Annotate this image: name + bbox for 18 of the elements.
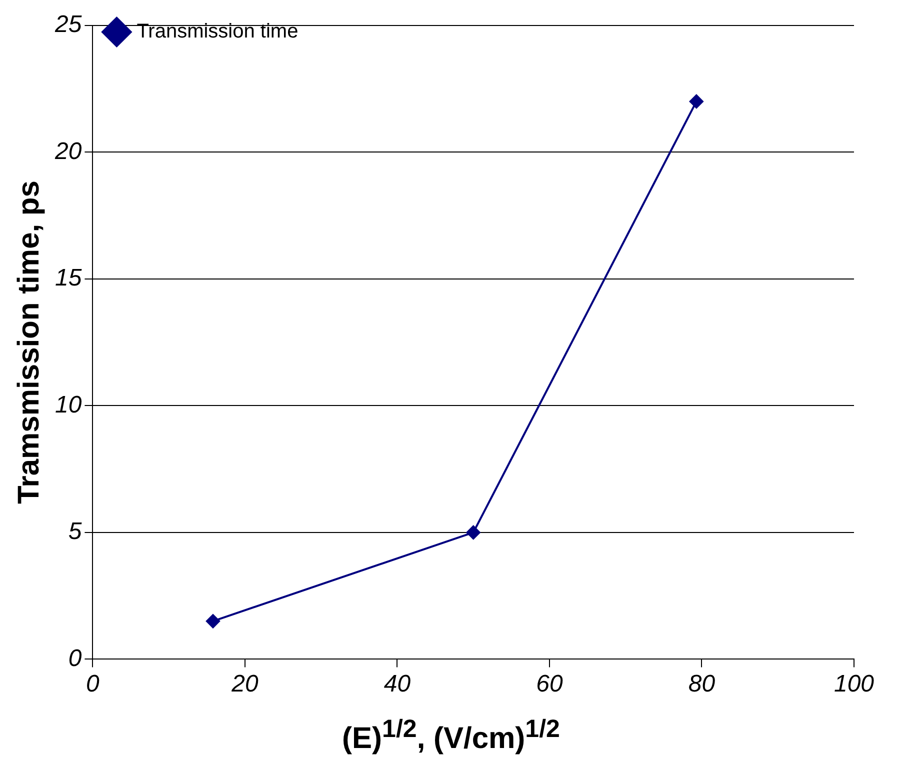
y-tick-label: 15: [54, 264, 82, 292]
x-axis-title: (E)$^{1/2}$, (V/cm)$^{1/2}$: [341, 715, 561, 756]
x-tick-label: 40: [384, 670, 412, 698]
x-tick-label: 80: [688, 670, 716, 698]
y-axis-title: Tramsmission time, ps: [12, 180, 46, 504]
x-tick-label: 0: [86, 670, 100, 698]
point: [466, 525, 480, 540]
x-tick-label: 60: [536, 670, 564, 698]
point: [206, 614, 220, 628]
y-tick-label: 20: [54, 138, 82, 165]
y-tick-label: 10: [54, 391, 82, 418]
point: [689, 94, 704, 108]
y-tick-label: 5: [68, 518, 82, 546]
y-tick-label: 25: [54, 11, 82, 38]
x-tick-label: 20: [230, 670, 259, 698]
x-tick-label: 100: [834, 670, 875, 698]
y-tick-label: 0: [68, 644, 82, 672]
legend-label: Transmission time: [136, 20, 298, 43]
